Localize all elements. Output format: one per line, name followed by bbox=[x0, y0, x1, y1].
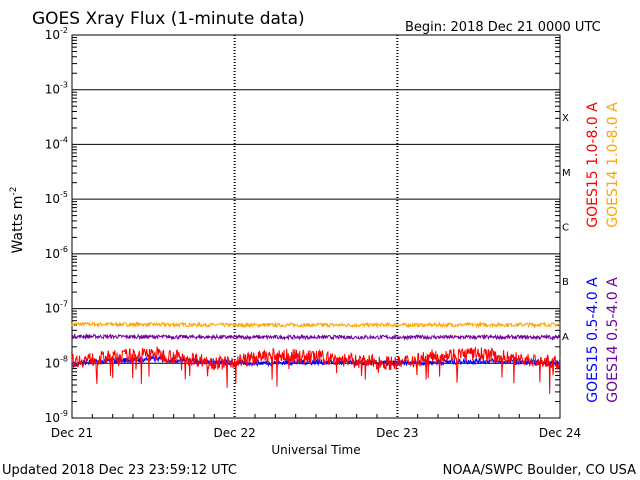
series-line-4 bbox=[71, 332, 561, 341]
y-tick-label: 10-3 bbox=[45, 81, 68, 97]
y-tick-label: 10-7 bbox=[45, 300, 68, 316]
legend-entry-3: GOES15 0.5-4.0 A bbox=[585, 277, 601, 403]
legend-entry-1: GOES15 1.0-8.0 A bbox=[585, 102, 601, 228]
flare-class-label: B bbox=[562, 277, 569, 288]
series-line-1 bbox=[71, 345, 561, 394]
x-tick-label: Dec 22 bbox=[214, 426, 256, 440]
flare-class-label: A bbox=[562, 332, 569, 343]
x-tick-label: Dec 21 bbox=[51, 426, 93, 440]
y-axis-label-exponent: -2 bbox=[9, 187, 19, 196]
legend-entry-2: GOES14 1.0-8.0 A bbox=[605, 102, 621, 228]
credit: NOAA/SWPC Boulder, CO USA bbox=[443, 463, 636, 478]
x-tick-label: Dec 24 bbox=[539, 426, 581, 440]
x-tick-label: Dec 23 bbox=[376, 426, 418, 440]
svg-text:Watts m-2: Watts m-2 bbox=[9, 187, 26, 254]
x-tick-labels: Dec 21 Dec 22 Dec 23 Dec 24 bbox=[51, 426, 581, 440]
y-tick-labels: 10-2 10-3 10-4 10-5 10-6 10-7 10-8 10-9 bbox=[45, 26, 68, 425]
y-axis-label: Watts m-2 bbox=[9, 187, 26, 254]
legend-entry-4: GOES14 0.5-4.0 A bbox=[605, 277, 621, 403]
updated-timestamp: Updated 2018 Dec 23 23:59:12 UTC bbox=[2, 463, 237, 478]
chart-title: GOES Xray Flux (1-minute data) bbox=[32, 9, 305, 29]
series-group bbox=[71, 320, 561, 394]
flare-class-labels: X M C B A bbox=[562, 113, 571, 343]
y-tick-label: 10-5 bbox=[45, 190, 68, 206]
flare-class-label: C bbox=[562, 223, 569, 234]
y-tick-label: 10-2 bbox=[45, 26, 68, 42]
flare-class-label: M bbox=[562, 168, 571, 179]
legend: GOES15 1.0-8.0 A GOES14 1.0-8.0 A GOES15 0… bbox=[585, 102, 621, 403]
x-axis-label: Universal Time bbox=[271, 443, 360, 457]
begin-date: Begin: 2018 Dec 21 0000 UTC bbox=[405, 20, 601, 35]
y-tick-label: 10-9 bbox=[45, 409, 68, 425]
y-tick-label: 10-4 bbox=[45, 135, 68, 151]
y-tick-label: 10-8 bbox=[45, 354, 68, 370]
y-axis-label-main: Watts m bbox=[10, 196, 26, 254]
flare-class-label: X bbox=[562, 113, 569, 124]
y-tick-label: 10-6 bbox=[45, 245, 68, 261]
series-line-2 bbox=[71, 320, 561, 329]
